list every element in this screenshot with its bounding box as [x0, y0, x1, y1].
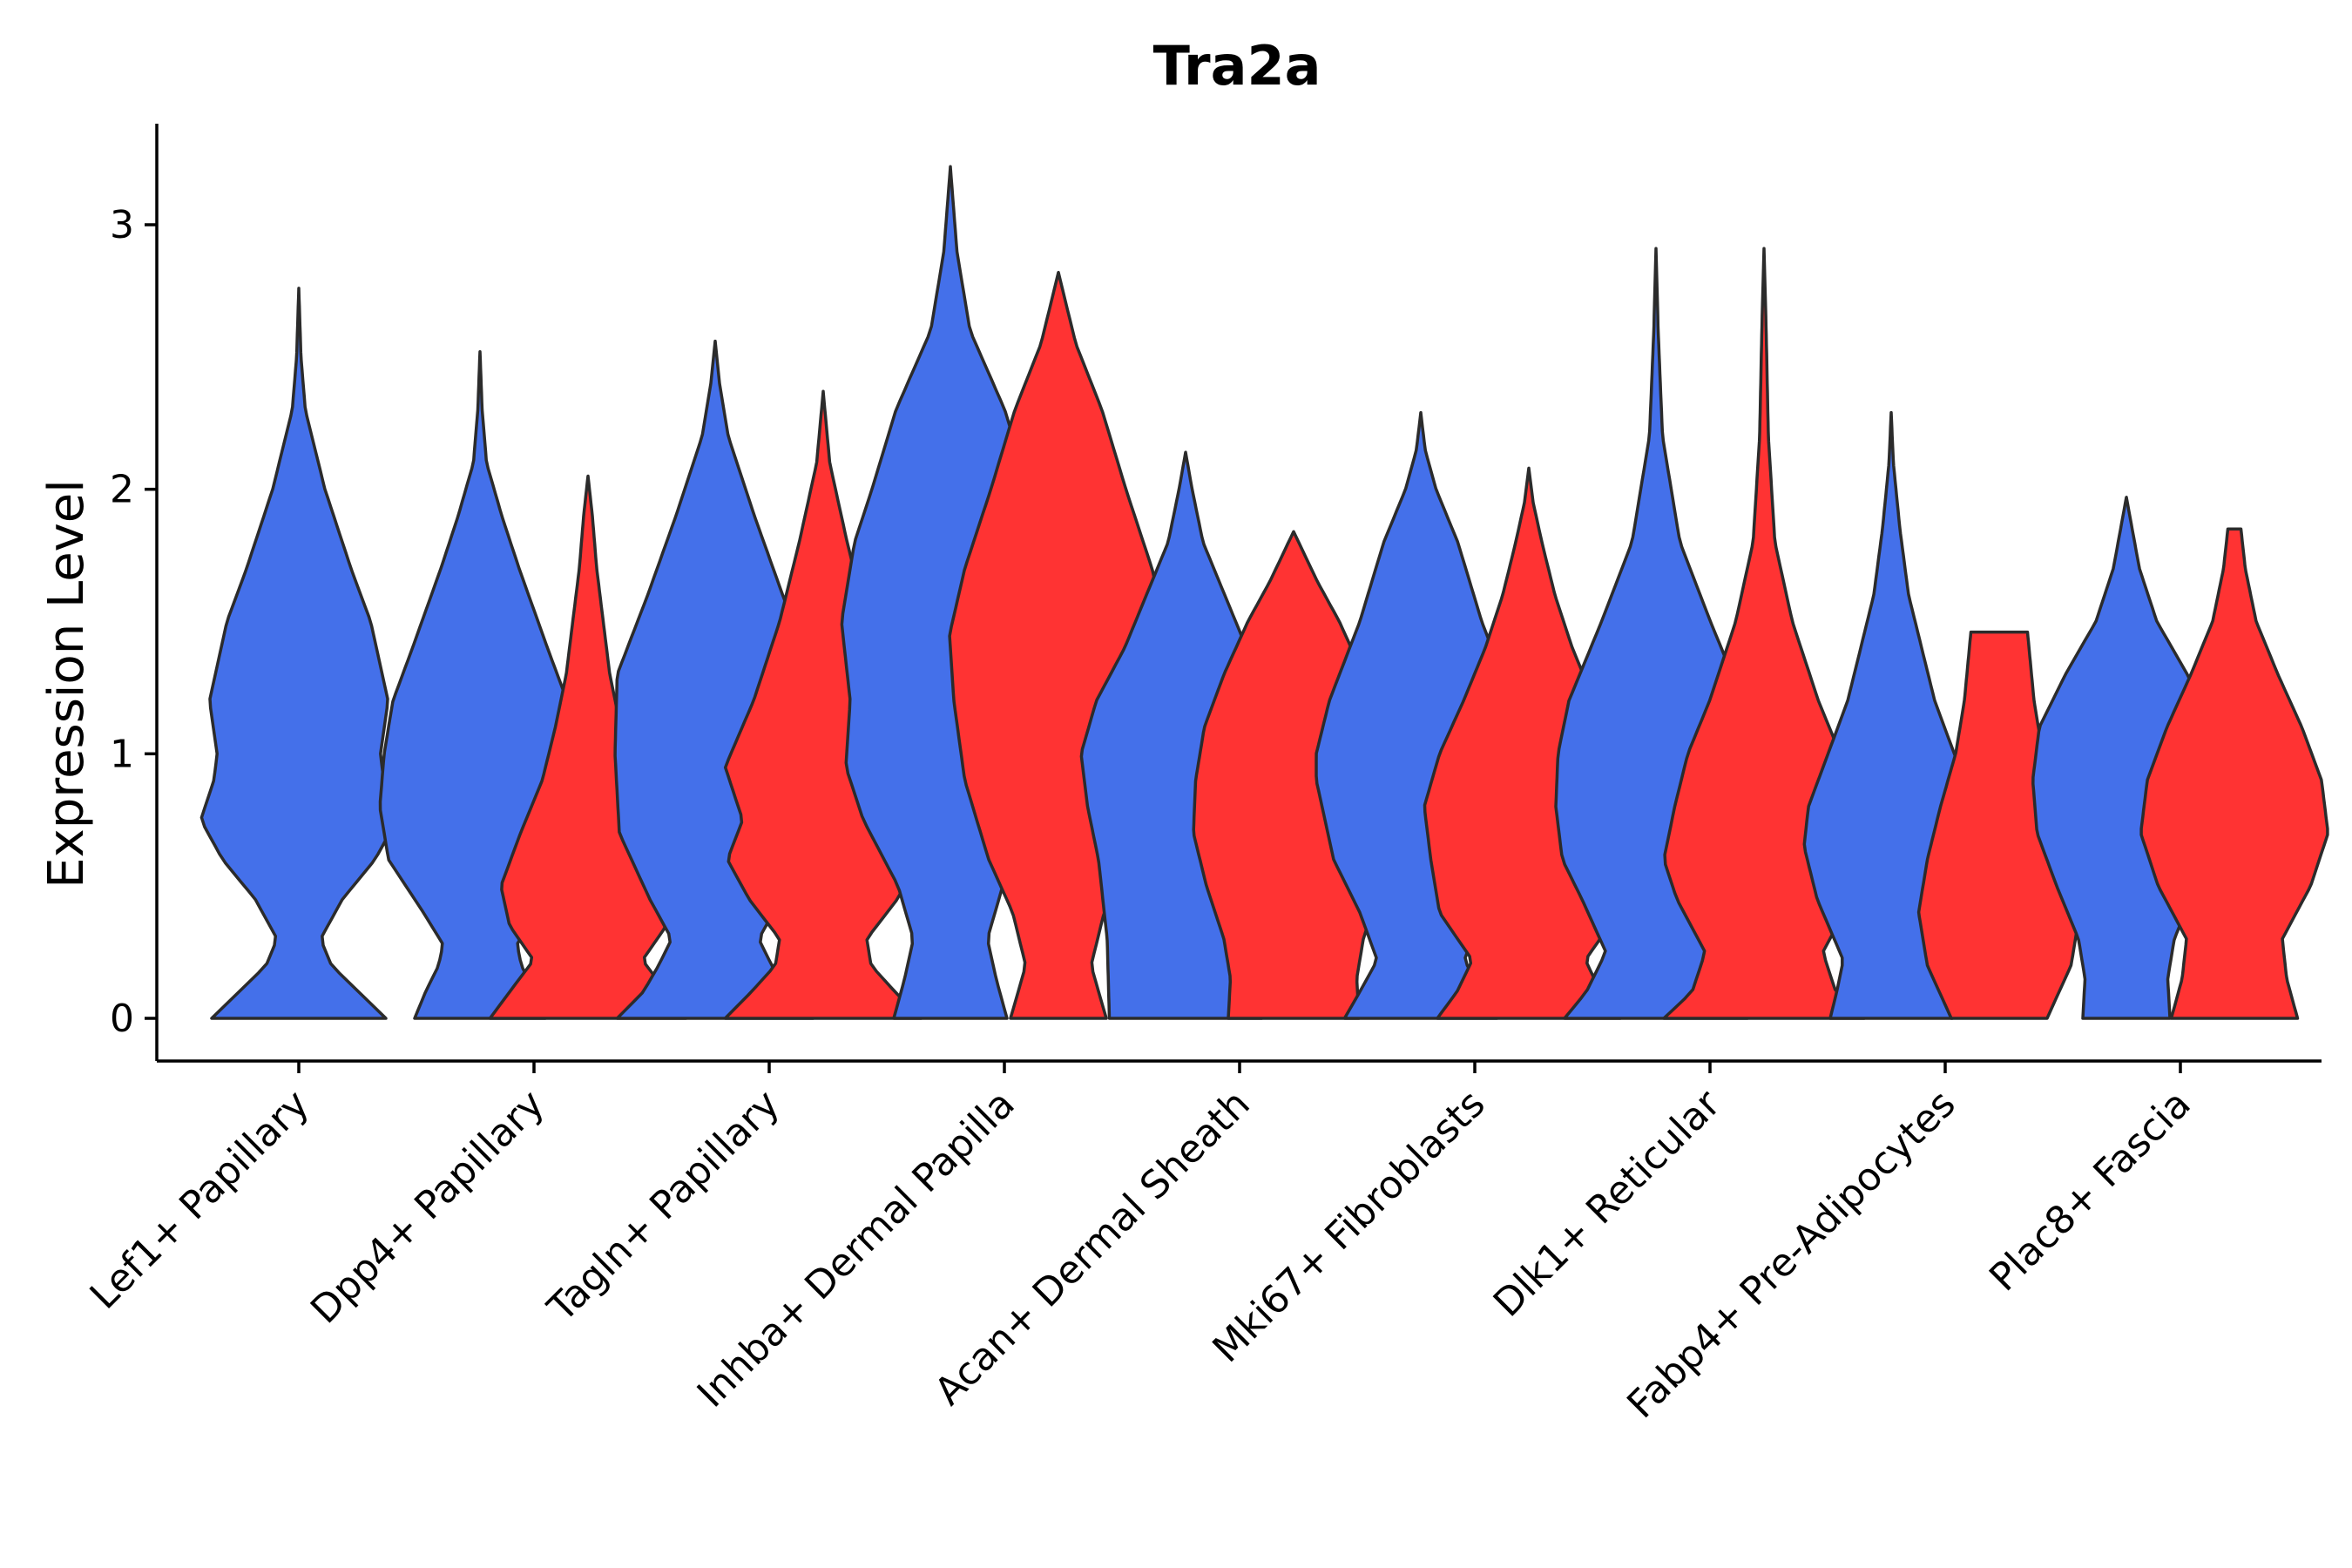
y-axis-label: Expression Level — [38, 479, 95, 889]
x-tick-label-tagln-papillary: Tagln+ Papillary — [539, 1082, 788, 1331]
y-tick-label: 0 — [110, 997, 134, 1041]
violin-plac8-fascia-group-b — [2139, 527, 2329, 1020]
x-tick-label-dpp4-papillary: Dpp4+ Papillary — [302, 1082, 553, 1333]
x-tick-label-lef1-papillary: Lef1+ Papillary — [82, 1082, 318, 1318]
chart-title: Tra2a — [1153, 34, 1321, 98]
x-tick-label-dlk1-reticular: Dlk1+ Reticular — [1485, 1081, 1730, 1326]
violin-series — [199, 165, 2329, 1020]
x-tick-label-plac8-fascia: Plac8+ Fascia — [1981, 1082, 2200, 1301]
x-tick-label-mki67-fibroblasts: Mki67+ Fibroblasts — [1204, 1082, 1493, 1371]
y-tick-label: 3 — [110, 203, 134, 247]
violin-lef1-papillary-group-a — [199, 287, 398, 1020]
y-tick-label: 1 — [110, 732, 134, 776]
y-tick-label: 2 — [110, 468, 134, 512]
y-axis-ticks: 0 1 2 3 — [110, 203, 157, 1041]
